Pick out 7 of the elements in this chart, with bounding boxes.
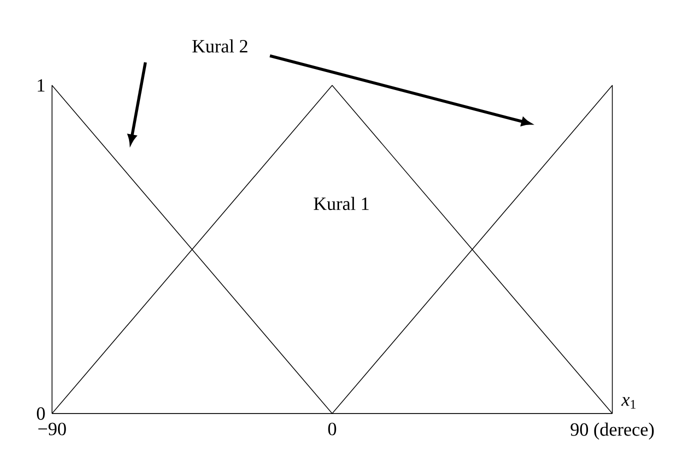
x-tick-label: 90 (derece) xyxy=(570,422,654,440)
annotation: Kural 1 xyxy=(314,196,369,210)
text: Kural 2 xyxy=(192,39,248,52)
y-tick-label: 1 xyxy=(38,79,44,92)
x-axis-title: x$_{1}$ xyxy=(621,397,636,408)
x-tick-label: 0 xyxy=(328,422,336,436)
x-tick-label: −90 xyxy=(38,422,66,436)
